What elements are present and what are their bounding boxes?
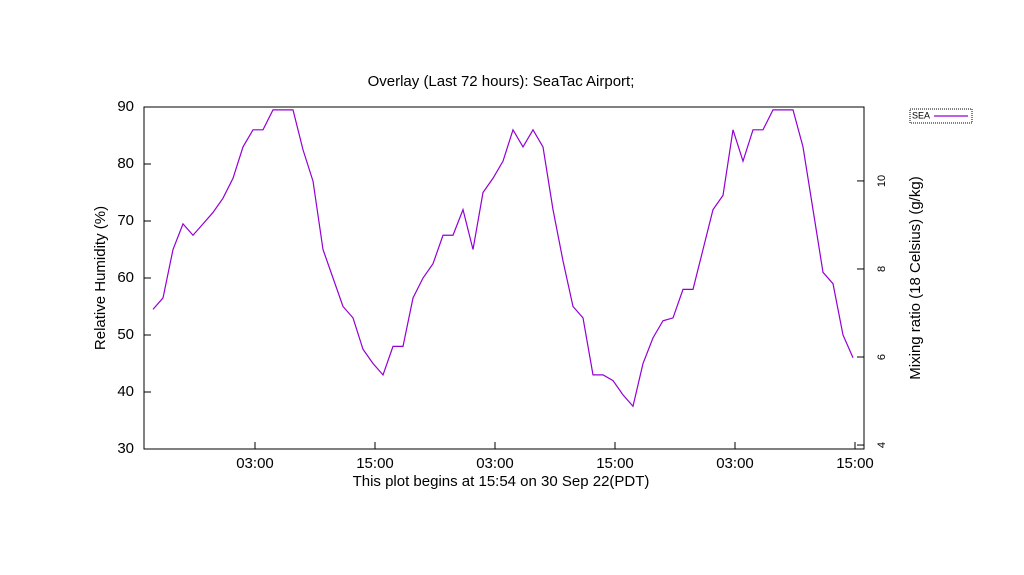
y-tick-label: 80 bbox=[117, 155, 134, 172]
y-tick-label: 70 bbox=[117, 212, 134, 229]
y-tick-label: 90 bbox=[117, 98, 134, 115]
x-tick-label: 03:00 bbox=[236, 455, 274, 472]
x-axis-label: This plot begins at 15:54 on 30 Sep 22(P… bbox=[353, 473, 650, 490]
y-axis-label: Relative Humidity (%) bbox=[92, 206, 109, 350]
x-tick-label: 15:00 bbox=[836, 455, 874, 472]
chart-title: Overlay (Last 72 hours): SeaTac Airport; bbox=[368, 73, 635, 90]
y-tick-label: 30 bbox=[117, 440, 134, 457]
y-tick-label: 40 bbox=[117, 383, 134, 400]
data-line bbox=[152, 109, 854, 408]
x-tick-label: 03:00 bbox=[716, 455, 754, 472]
y2-tick-label: 4 bbox=[876, 442, 888, 448]
y2-tick-label: 8 bbox=[876, 266, 888, 272]
x-tick-label: 15:00 bbox=[596, 455, 634, 472]
x-tick-label: 03:00 bbox=[476, 455, 514, 472]
y-tick-label: 50 bbox=[117, 326, 134, 343]
x-tick-label: 15:00 bbox=[356, 455, 394, 472]
y-tick-label: 60 bbox=[117, 269, 134, 286]
legend-label: SEA bbox=[912, 110, 930, 120]
y2-tick-label: 6 bbox=[876, 354, 888, 360]
legend-box bbox=[909, 108, 973, 124]
y2-tick-label: 10 bbox=[876, 175, 888, 187]
y2-axis-label: Mixing ratio (18 Celsius) (g/kg) bbox=[907, 176, 924, 379]
